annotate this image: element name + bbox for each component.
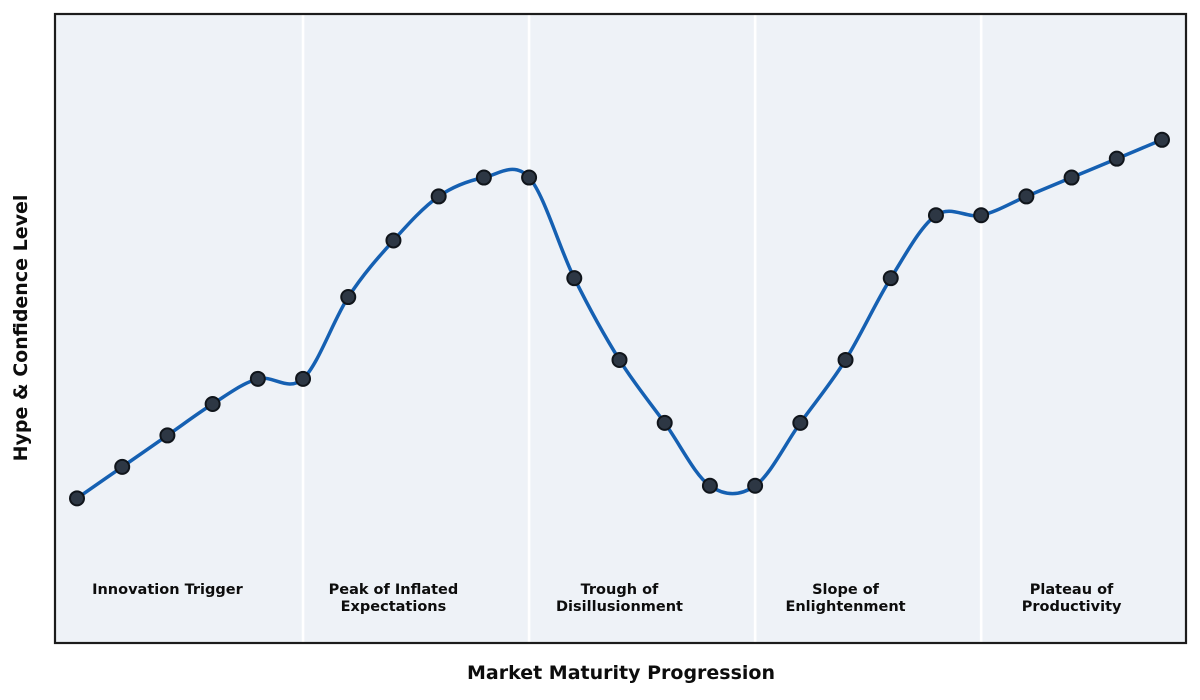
- data-point: [566, 270, 583, 287]
- data-point: [69, 490, 85, 507]
- phase-bands: [55, 14, 1186, 643]
- plot-border: [53, 12, 1188, 645]
- data-point: [249, 370, 266, 387]
- data-point: [340, 289, 357, 306]
- phase-band: [303, 14, 530, 643]
- phase-label: Expectations: [341, 599, 447, 615]
- data-point: [837, 351, 854, 368]
- phase-label: Trough of: [581, 582, 659, 598]
- phase-label: Plateau of: [1030, 582, 1114, 598]
- data-point: [1108, 150, 1125, 167]
- data-point: [973, 207, 990, 224]
- data-point: [295, 370, 312, 387]
- data-point: [159, 427, 176, 444]
- data-point: [701, 477, 718, 494]
- data-point: [1154, 131, 1170, 148]
- phase-separator-lines: [301, 14, 983, 643]
- phase-band: [755, 14, 982, 643]
- phase-label: Enlightenment: [785, 599, 905, 615]
- data-point: [611, 351, 628, 368]
- phase-label: Disillusionment: [556, 599, 683, 615]
- data-point: [521, 169, 538, 186]
- phase-label: Innovation Trigger: [92, 582, 243, 598]
- data-point: [792, 414, 809, 431]
- data-point: [882, 270, 899, 287]
- data-point: [927, 207, 944, 224]
- y-axis-label: Hype & Confidence Level: [10, 195, 32, 462]
- phase-label: Slope of: [812, 582, 880, 598]
- phase-label: Productivity: [1022, 599, 1122, 615]
- data-point: [656, 414, 673, 431]
- data-point: [114, 458, 131, 475]
- data-point: [385, 232, 402, 249]
- phase-band: [55, 14, 304, 643]
- data-point-markers: [69, 131, 1170, 507]
- data-point: [747, 477, 764, 494]
- phase-band: [981, 14, 1186, 643]
- phase-labels: Innovation Trigger Peak of InflatedExpect…: [92, 582, 1122, 615]
- data-point: [204, 395, 221, 412]
- data-point: [430, 188, 447, 205]
- phase-label: Peak of Inflated: [329, 582, 459, 598]
- x-axis-label: Market Maturity Progression: [467, 662, 775, 684]
- data-point: [1018, 188, 1035, 205]
- data-point: [1063, 169, 1080, 186]
- phase-band: [529, 14, 756, 643]
- data-point: [475, 169, 492, 186]
